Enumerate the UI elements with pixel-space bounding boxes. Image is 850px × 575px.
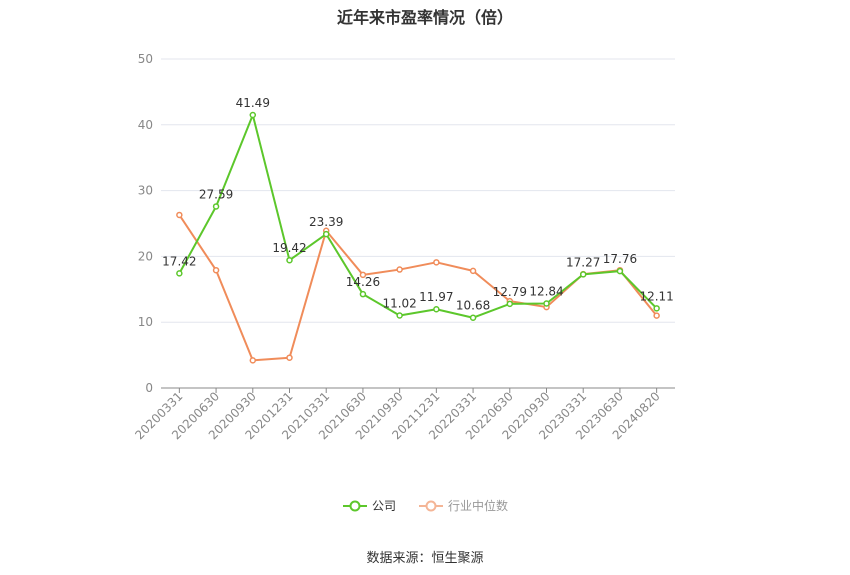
company-point: [543, 300, 550, 307]
company-point: [469, 314, 477, 321]
company-point: [322, 230, 330, 238]
company-point: [433, 305, 440, 313]
industry-median-point: [249, 357, 257, 364]
industry-median-point: [176, 211, 183, 219]
company-data-label: 11.02: [382, 296, 416, 310]
grid-lines: [161, 58, 675, 323]
company-data-label: 17.27: [566, 255, 600, 269]
industry-median-point: [212, 266, 220, 274]
company-data-label: 27.59: [199, 187, 233, 201]
series-lines: [176, 111, 660, 364]
company-data-label: 19.42: [272, 241, 306, 255]
legend-item-company[interactable]: 公司: [342, 497, 396, 514]
axes: 0102030405020200331202006302020093020201…: [132, 52, 675, 442]
company-data-label: 11.97: [419, 290, 453, 304]
legend-item-industry-median[interactable]: 行业中位数: [418, 497, 508, 514]
industry-median-point: [433, 259, 440, 266]
legend-label-industry-median: 行业中位数: [448, 499, 509, 513]
y-tick-label: 30: [138, 184, 153, 198]
y-tick-label: 0: [145, 381, 153, 395]
company-point: [176, 270, 183, 277]
company-point: [286, 256, 293, 264]
company-point: [506, 300, 514, 308]
legend: 公司 行业中位数: [0, 497, 850, 514]
industry-median-point: [359, 271, 367, 279]
company-point: [616, 267, 624, 275]
y-tick-label: 50: [138, 52, 153, 66]
company-point: [249, 111, 257, 119]
company-point: [396, 312, 403, 319]
legend-label-company: 公司: [371, 499, 396, 513]
company-data-label: 12.79: [493, 285, 527, 299]
company-data-label: 12.11: [639, 289, 673, 303]
company-data-label: 12.84: [529, 285, 563, 299]
company-point: [212, 203, 220, 210]
company-data-label: 17.42: [162, 254, 196, 268]
industry-median-point: [469, 267, 477, 275]
y-tick-label: 10: [138, 315, 153, 329]
legend-industry-icon: [419, 500, 443, 511]
chart-title: 近年来市盈率情况（倍）: [336, 8, 513, 27]
company-data-label: 17.76: [603, 252, 637, 266]
company-data-label: 14.26: [346, 275, 380, 289]
y-tick-label: 40: [138, 118, 153, 132]
company-data-label: 41.49: [236, 96, 270, 110]
industry-median-series-line: [178, 214, 658, 362]
industry-median-point: [396, 266, 403, 273]
data-source: 数据来源：恒生聚源: [366, 551, 484, 566]
company-data-label: 10.68: [456, 299, 490, 313]
company-series-line: [178, 113, 658, 319]
industry-median-point: [286, 354, 293, 361]
company-point: [579, 271, 587, 278]
company-data-label: 23.39: [309, 215, 343, 229]
company-point: [653, 305, 660, 312]
y-tick-label: 20: [138, 249, 153, 263]
industry-median-point: [653, 312, 660, 319]
legend-company-icon: [342, 500, 367, 511]
company-point: [359, 290, 367, 298]
